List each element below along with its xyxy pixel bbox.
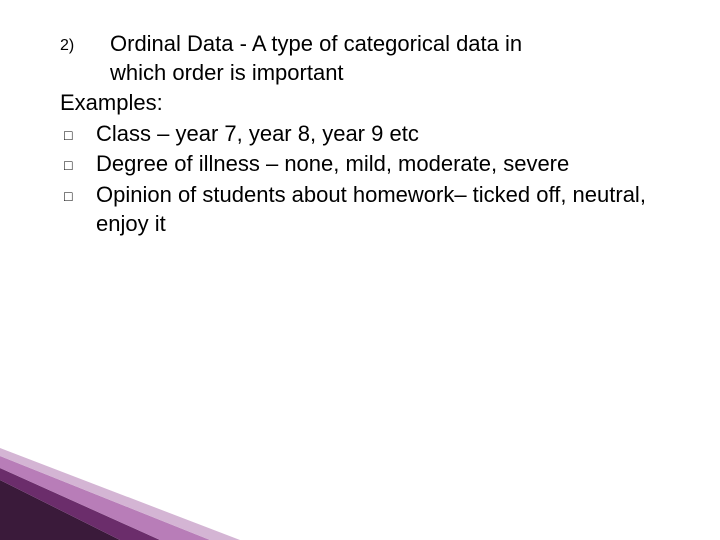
bullet-text: Degree of illness – none, mild, moderate… <box>96 150 660 179</box>
definition-text: Ordinal Data - A type of categorical dat… <box>110 30 660 87</box>
bullet-text: Class – year 7, year 8, year 9 etc <box>96 120 660 149</box>
bullet-text: Opinion of students about homework– tick… <box>96 181 660 238</box>
checkbox-icon: □ <box>60 120 96 149</box>
stripe-1 <box>0 480 120 540</box>
checkbox-icon: □ <box>60 181 96 238</box>
list-item: □ Class – year 7, year 8, year 9 etc <box>60 120 660 149</box>
list-item: □ Degree of illness – none, mild, modera… <box>60 150 660 179</box>
stripe-4 <box>0 448 240 540</box>
stripe-3 <box>0 456 210 540</box>
heading-line-2: which order is important <box>110 60 344 85</box>
examples-label: Examples: <box>60 89 660 118</box>
checkbox-icon: □ <box>60 150 96 179</box>
heading-line-1: Ordinal Data - A type of categorical dat… <box>110 31 522 56</box>
item-number: 2) <box>60 30 110 87</box>
slide-content: 2) Ordinal Data - A type of categorical … <box>0 0 720 238</box>
corner-decoration <box>0 420 280 540</box>
stripe-2 <box>0 468 160 540</box>
numbered-definition: 2) Ordinal Data - A type of categorical … <box>60 30 660 87</box>
list-item: □ Opinion of students about homework– ti… <box>60 181 660 238</box>
